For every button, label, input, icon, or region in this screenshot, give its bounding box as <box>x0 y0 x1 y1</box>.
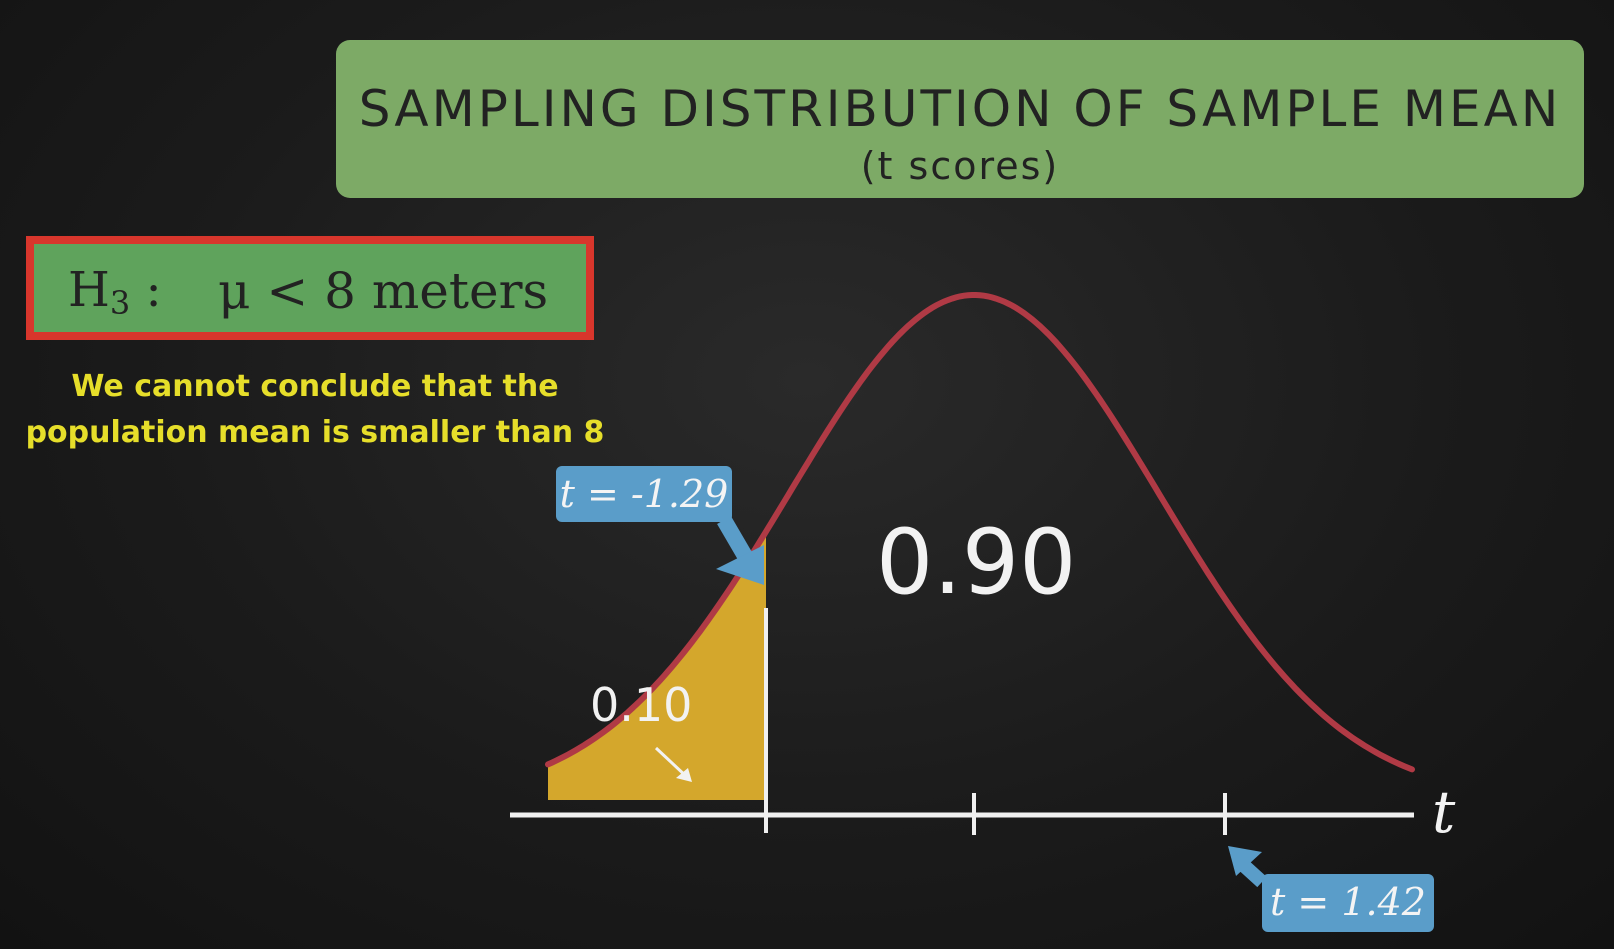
hypothesis-subscript: 3 <box>109 284 131 322</box>
title-banner: SAMPLING DISTRIBUTION OF SAMPLE MEAN (t … <box>336 40 1584 198</box>
hypothesis-label: H3 : <box>68 262 162 322</box>
slide-title: SAMPLING DISTRIBUTION OF SAMPLE MEAN <box>358 80 1562 138</box>
tail-area-label: 0.10 <box>590 678 693 732</box>
hypothesis-letter: H <box>68 262 110 318</box>
axis-label: t <box>1432 778 1456 846</box>
critical-value-callout: t = -1.29 <box>556 466 732 522</box>
observed-value-arrow <box>1228 846 1267 888</box>
distribution-curve <box>545 292 1415 773</box>
tail-area-pointer <box>654 746 692 782</box>
hypothesis-box: H3 : μ < 8 meters <box>26 236 594 340</box>
center-area-label: 0.90 <box>876 510 1077 615</box>
observed-value-callout: t = 1.42 <box>1262 874 1434 932</box>
slide-subtitle: (t scores) <box>860 144 1060 188</box>
hypothesis-separator: : <box>145 262 162 318</box>
conclusion-text: We cannot conclude that the population m… <box>25 369 605 450</box>
hypothesis-statement: μ < 8 meters <box>218 262 549 320</box>
critical-value-arrow <box>716 515 764 585</box>
